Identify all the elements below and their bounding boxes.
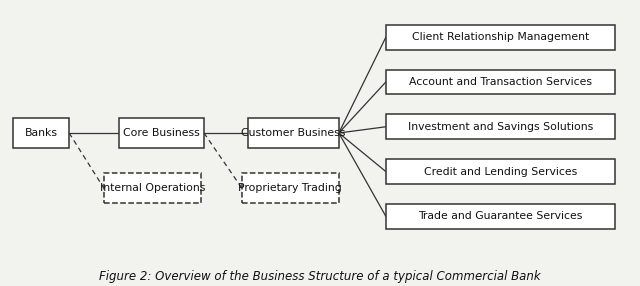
Text: Proprietary Trading: Proprietary Trading <box>238 183 342 193</box>
Text: Core Business: Core Business <box>124 128 200 138</box>
Text: Figure 2: Overview of the Business Structure of a typical Commercial Bank: Figure 2: Overview of the Business Struc… <box>99 270 541 283</box>
FancyBboxPatch shape <box>242 173 339 203</box>
Text: Investment and Savings Solutions: Investment and Savings Solutions <box>408 122 593 132</box>
FancyBboxPatch shape <box>13 118 69 148</box>
Text: Banks: Banks <box>24 128 58 138</box>
FancyBboxPatch shape <box>386 204 615 229</box>
FancyBboxPatch shape <box>386 159 615 184</box>
FancyBboxPatch shape <box>386 114 615 139</box>
Text: Client Relationship Management: Client Relationship Management <box>412 32 589 42</box>
Text: Customer Business: Customer Business <box>241 128 346 138</box>
Text: Trade and Guarantee Services: Trade and Guarantee Services <box>418 211 582 221</box>
Text: Credit and Lending Services: Credit and Lending Services <box>424 166 577 176</box>
FancyBboxPatch shape <box>386 69 615 94</box>
FancyBboxPatch shape <box>104 173 201 203</box>
Text: Account and Transaction Services: Account and Transaction Services <box>409 77 592 87</box>
Text: Internal Operations: Internal Operations <box>100 183 205 193</box>
FancyBboxPatch shape <box>386 25 615 50</box>
FancyBboxPatch shape <box>248 118 339 148</box>
FancyBboxPatch shape <box>119 118 204 148</box>
